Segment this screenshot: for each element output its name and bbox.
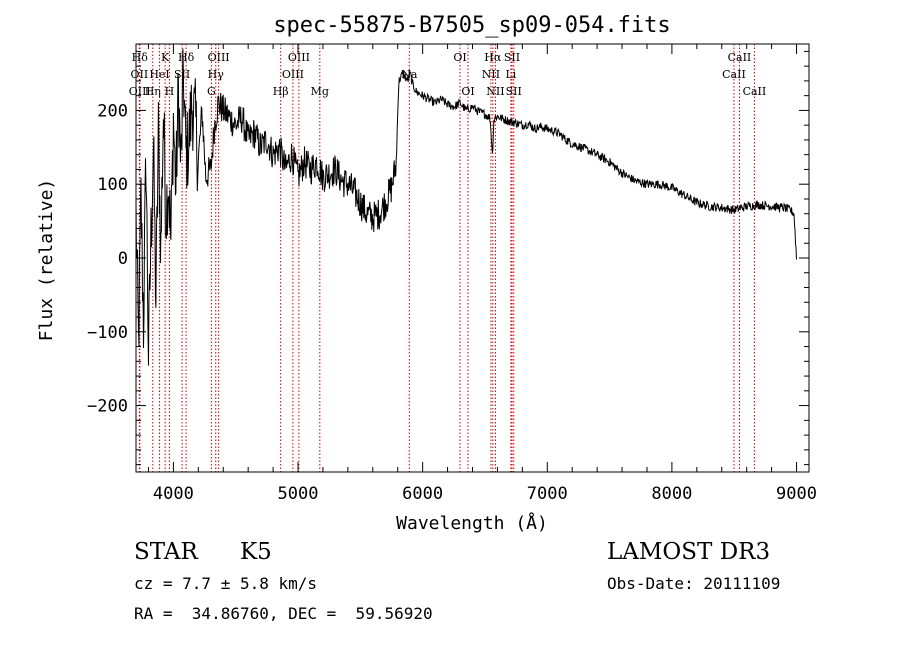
spectral-line-label: OIII: [288, 51, 310, 64]
spectral-line-label: Li: [505, 68, 516, 81]
spectral-line-label: OII: [131, 68, 149, 81]
observation-date: Obs-Date: 20111109: [607, 574, 781, 593]
x-tick-label: 4000: [153, 484, 194, 504]
spectral-line-label: Hδ: [178, 51, 195, 64]
x-axis: 4000 5000 6000 7000 8000 9000: [147, 44, 817, 504]
spectral-line-label: Mg: [311, 85, 329, 98]
spectral-line-label: NII: [486, 85, 504, 98]
y-tick-label: −100: [87, 323, 128, 343]
object-subclass: K5: [240, 539, 272, 565]
spectral-line-label: HeI: [149, 68, 169, 81]
y-tick-label: 200: [97, 101, 128, 121]
spectral-line-label: OI: [453, 51, 466, 64]
plot-frame: [135, 43, 810, 473]
spectral-line-label: H: [165, 85, 175, 98]
spectral-line-label: OIII: [208, 51, 230, 64]
spectral-line-label: Hγ: [208, 68, 225, 81]
redshift-velocity: cz = 7.7 ± 5.8 km/s: [134, 574, 318, 593]
spectrum-chart: spec-55875-B7505_sp09-054.fits Hδ OII OIII…: [36, 13, 817, 534]
y-tick-label: −200: [87, 397, 128, 417]
x-tick-label: 9000: [776, 484, 817, 504]
spectral-line-label: CaII: [728, 51, 752, 64]
object-class: STAR: [134, 539, 198, 565]
sky-coordinates: RA = 34.86760, DEC = 59.56920: [134, 604, 433, 623]
spectral-line-label: CaII: [743, 85, 767, 98]
spectral-line-label: CaII: [722, 68, 746, 81]
spectrum-trace: [135, 48, 797, 366]
spectral-line-label: OIII: [282, 68, 304, 81]
spectral-line-label: G: [207, 85, 216, 98]
spectral-line-label: OIII: [129, 85, 151, 98]
spectral-line-label: K: [161, 51, 170, 64]
spectral-line-label: SII: [506, 85, 522, 98]
y-axis-label: Flux (relative): [36, 179, 57, 342]
spectral-line-label: Hβ: [273, 85, 289, 98]
spectral-line-label: SII: [504, 51, 520, 64]
chart-title: spec-55875-B7505_sp09-054.fits: [273, 13, 670, 38]
y-tick-label: 100: [97, 175, 128, 195]
spectral-line-label: Hη: [145, 85, 161, 98]
x-tick-label: 7000: [527, 484, 568, 504]
spectral-line-label: OI: [461, 85, 474, 98]
spectral-line-label: NII: [482, 68, 500, 81]
spectral-line-label: Hδ: [132, 51, 149, 64]
y-tick-label: 0: [118, 249, 128, 269]
x-tick-label: 6000: [402, 484, 443, 504]
survey-name: LAMOST DR3: [607, 539, 771, 565]
spectral-line-markers: [138, 44, 755, 472]
x-tick-label: 8000: [651, 484, 692, 504]
x-axis-label: Wavelength (Å): [396, 512, 548, 534]
spectral-line-label: Hα: [484, 51, 502, 64]
spectrum-line: [135, 48, 797, 366]
y-axis: −200 −100 0 100 200: [87, 50, 809, 466]
x-tick-label: 5000: [278, 484, 319, 504]
